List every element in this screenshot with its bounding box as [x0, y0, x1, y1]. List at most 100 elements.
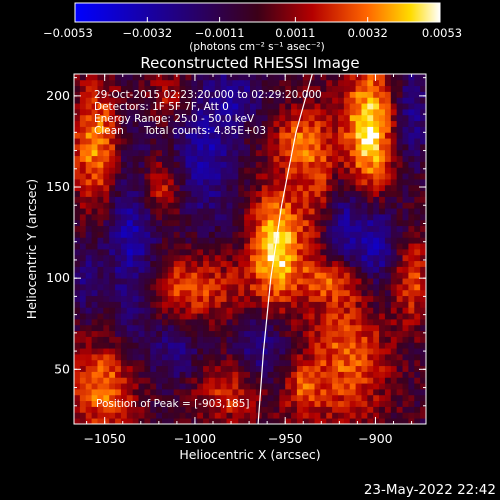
heatmap-cell — [373, 109, 380, 116]
heatmap-cell — [203, 126, 210, 133]
heatmap-cell — [279, 214, 286, 221]
heatmap-cell — [103, 85, 110, 92]
heatmap-cell — [238, 231, 245, 238]
heatmap-cell — [185, 324, 192, 332]
heatmap-cell — [291, 319, 298, 326]
heatmap-cell — [162, 179, 169, 186]
heatmap-cell — [226, 284, 233, 291]
heatmap-cell — [349, 237, 356, 244]
heatmap-cell — [279, 272, 286, 279]
heatmap-cell — [261, 138, 268, 145]
heatmap-cell — [91, 109, 98, 116]
heatmap-cell — [85, 330, 92, 337]
heatmap-cell — [273, 114, 280, 122]
heatmap-cell — [138, 400, 145, 407]
heatmap-cell — [126, 138, 134, 145]
heatmap-cell — [214, 161, 222, 168]
heatmap-cell — [238, 173, 245, 180]
heatmap-cell — [338, 138, 345, 145]
heatmap-cell — [126, 377, 134, 384]
heatmap-cell — [132, 243, 139, 250]
heatmap-cell — [384, 214, 392, 221]
heatmap-cell — [120, 103, 128, 110]
heatmap-cell — [244, 412, 251, 419]
heatmap-cell — [232, 161, 239, 168]
heatmap-cell — [420, 103, 426, 110]
heatmap-cell — [156, 254, 163, 262]
heatmap-cell — [97, 120, 104, 127]
heatmap-cell — [197, 266, 204, 273]
heatmap-cell — [179, 359, 186, 367]
heatmap-cell — [197, 91, 204, 98]
heatmap-cell — [185, 120, 192, 127]
heatmap-cell — [91, 406, 98, 413]
heatmap-cell — [349, 371, 356, 378]
heatmap-cell — [238, 196, 245, 203]
heatmap-cell — [109, 155, 116, 162]
heatmap-cell — [150, 319, 157, 326]
heatmap-cell — [115, 418, 122, 424]
heatmap-cell — [255, 307, 263, 314]
heatmap-cell — [414, 400, 421, 407]
heatmap-cell — [162, 85, 169, 92]
heatmap-cell — [214, 272, 222, 279]
heatmap-cell — [420, 254, 426, 262]
heatmap-cell — [203, 365, 210, 372]
heatmap-cell — [138, 161, 145, 168]
heatmap-cell — [332, 132, 339, 139]
heatmap-cell — [109, 114, 116, 122]
heatmap-cell — [120, 354, 128, 361]
heatmap-cell — [74, 389, 81, 396]
heatmap-cell — [238, 79, 245, 87]
heatmap-cell — [361, 149, 368, 157]
heatmap-cell — [226, 412, 233, 419]
heatmap-cell — [167, 208, 175, 215]
heatmap-cell — [291, 295, 298, 302]
heatmap-cell — [191, 313, 198, 320]
heatmap-cell — [79, 354, 87, 361]
heatmap-cell — [273, 79, 280, 87]
heatmap-cell — [173, 324, 180, 332]
heatmap-cell — [226, 173, 233, 180]
heatmap-cell — [338, 208, 345, 215]
heatmap-cell — [267, 406, 274, 413]
heatmap-cell — [261, 371, 268, 378]
heatmap-cell — [162, 214, 169, 221]
heatmap-cell — [338, 260, 345, 267]
heatmap-cell — [396, 412, 403, 419]
heatmap-cell — [132, 400, 139, 407]
heatmap-cell — [255, 342, 263, 349]
heatmap-cell — [267, 237, 274, 244]
heatmap-cell — [379, 190, 386, 197]
heatmap-cell — [79, 225, 87, 232]
heatmap-cell — [320, 284, 327, 291]
heatmap-cell — [414, 208, 421, 215]
heatmap-cell — [226, 371, 233, 378]
heatmap-cell — [173, 336, 180, 343]
heatmap-cell — [179, 301, 186, 308]
heatmap-cell — [150, 126, 157, 133]
heatmap-cell — [367, 138, 374, 145]
heatmap-cell — [320, 91, 327, 98]
heatmap-cell — [185, 144, 192, 151]
heatmap-cell — [332, 266, 339, 273]
heatmap-cell — [285, 155, 292, 162]
heatmap-cell — [338, 103, 345, 110]
heatmap-cell — [85, 114, 92, 122]
heatmap-cell — [91, 400, 98, 407]
heatmap-cell — [109, 260, 116, 267]
heatmap-cell — [208, 161, 216, 168]
heatmap-cell — [103, 313, 110, 320]
heatmap-cell — [191, 342, 198, 349]
heatmap-cell — [91, 225, 98, 232]
heatmap-cell — [238, 254, 245, 262]
heatmap-cell — [296, 400, 304, 407]
heatmap-cell — [302, 167, 310, 174]
heatmap-cell — [396, 418, 403, 424]
heatmap-cell — [203, 272, 210, 279]
heatmap-cell — [244, 155, 251, 162]
heatmap-cell — [208, 103, 216, 110]
heatmap-cell — [226, 418, 233, 424]
heatmap-cell — [150, 406, 157, 413]
